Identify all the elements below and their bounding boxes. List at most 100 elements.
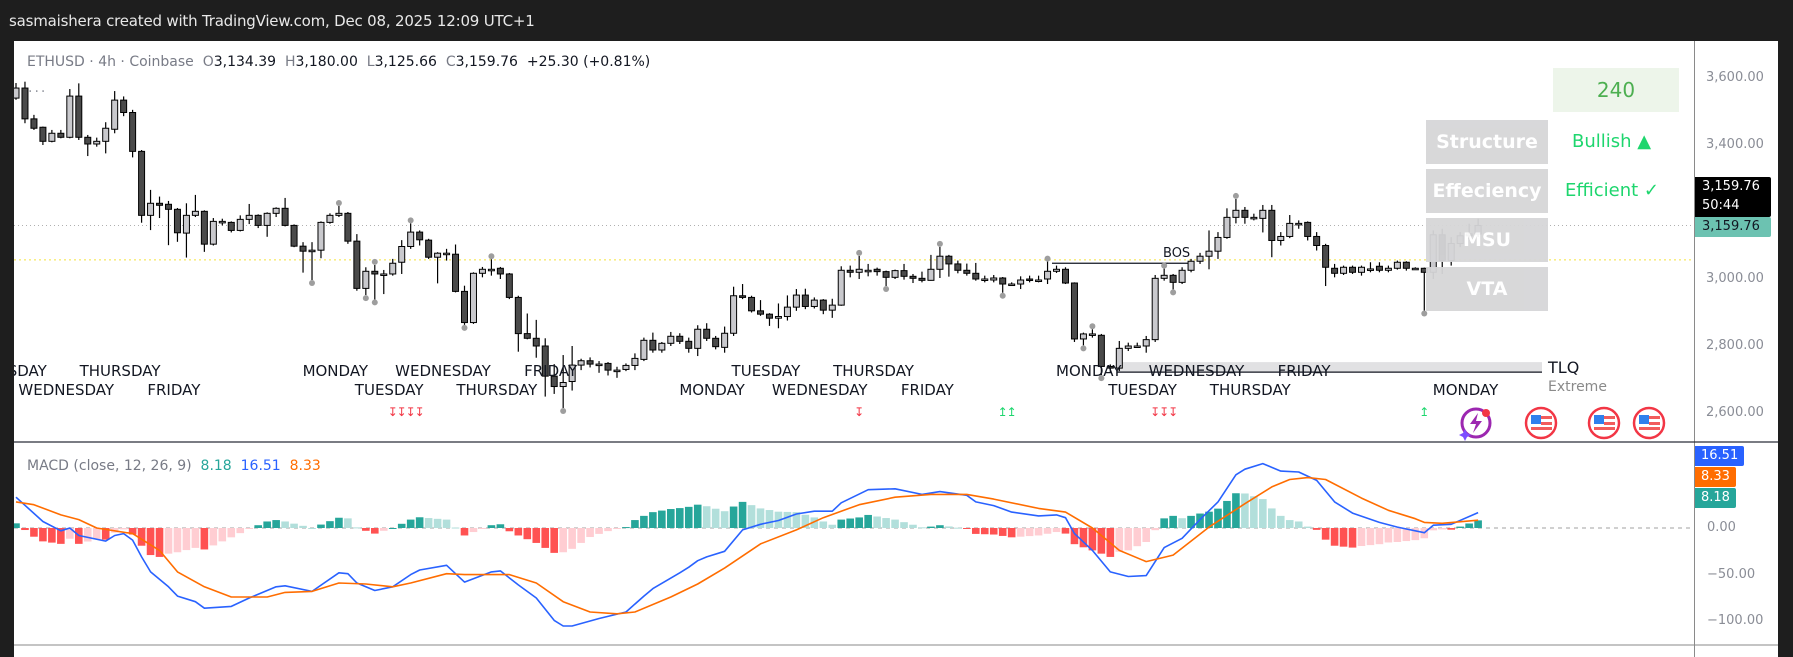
macd-title[interactable]: MACD (close, 12, 26, 9) bbox=[27, 458, 192, 474]
candle bbox=[21, 81, 29, 124]
open-value: 3,134.39 bbox=[213, 54, 277, 70]
candle-body bbox=[783, 306, 791, 318]
candle bbox=[1286, 215, 1294, 239]
candle bbox=[218, 218, 226, 226]
candle-body bbox=[828, 304, 836, 311]
macd-histogram-bar bbox=[1429, 528, 1438, 531]
macd-histogram-bar bbox=[909, 524, 917, 528]
pivot-marker bbox=[362, 295, 369, 302]
us-flag-icon[interactable] bbox=[1524, 406, 1558, 440]
macd-histogram-bar bbox=[1034, 528, 1043, 536]
symbol-info[interactable]: ETHUSD · 4h · Coinbase bbox=[27, 54, 194, 70]
macd-histogram-bar bbox=[1079, 528, 1088, 548]
candle-body bbox=[667, 335, 675, 344]
candle-body bbox=[936, 255, 944, 270]
macd-histogram-bar bbox=[514, 528, 523, 536]
candle bbox=[173, 207, 181, 242]
legend-collapse-dots[interactable]: ··· bbox=[28, 84, 48, 100]
macd-histogram-bar bbox=[478, 528, 487, 529]
candle bbox=[1313, 232, 1321, 251]
macd-histogram-bar bbox=[66, 528, 74, 539]
candle-body bbox=[21, 87, 29, 120]
candle bbox=[443, 248, 451, 261]
macd-histogram-bar bbox=[128, 528, 137, 535]
macd-histogram-bar bbox=[1214, 508, 1222, 528]
candle bbox=[783, 295, 791, 321]
macd-histogram-bar bbox=[1456, 526, 1464, 528]
candle-body bbox=[774, 316, 782, 319]
sell-arrow-icon: ↧ bbox=[388, 405, 398, 419]
candle bbox=[254, 214, 262, 229]
candle-body bbox=[1304, 221, 1312, 237]
macd-histogram-bar bbox=[39, 528, 47, 542]
candle-body bbox=[290, 224, 298, 247]
macd-histogram-bar bbox=[693, 504, 702, 528]
macd-histogram-bar bbox=[855, 517, 863, 528]
candle-body bbox=[757, 310, 765, 315]
macd-histogram-bar bbox=[487, 525, 496, 528]
macd-histogram-bar bbox=[1205, 511, 1213, 528]
candle-body bbox=[604, 362, 612, 371]
macd-histogram-bar bbox=[146, 528, 155, 556]
macd-legend[interactable]: MACD (close, 12, 26, 9) 8.18 16.51 8.33 bbox=[27, 458, 321, 474]
candle-body bbox=[1411, 267, 1419, 271]
candle-body bbox=[882, 271, 890, 278]
pivot-marker bbox=[1089, 323, 1096, 330]
macd-histogram-bar bbox=[954, 527, 962, 529]
candle bbox=[667, 331, 675, 346]
macd-histogram-bar bbox=[218, 528, 227, 542]
price-pane[interactable]: TUESDAYWEDNESDAYTHURSDAYFRIDAYMONDAYTUES… bbox=[0, 81, 1694, 419]
extreme-label: Extreme bbox=[1548, 379, 1607, 395]
lightning-icon[interactable] bbox=[1458, 405, 1494, 441]
candle-body bbox=[84, 136, 92, 145]
candle bbox=[200, 210, 208, 252]
symbol-legend[interactable]: ETHUSD · 4h · Coinbase O3,134.39 H3,180.… bbox=[27, 54, 650, 70]
last-price-tag: 3,159.76 50:44 bbox=[1695, 177, 1771, 217]
candle-body bbox=[434, 252, 442, 258]
candle-body bbox=[1259, 209, 1267, 219]
macd-histogram-bar bbox=[918, 527, 926, 529]
macd-histogram-bar bbox=[1402, 528, 1411, 542]
macd-histogram-bar bbox=[344, 518, 352, 528]
candle-body bbox=[209, 220, 217, 245]
price-tick: 2,600.00 bbox=[1706, 405, 1764, 420]
candle bbox=[577, 358, 585, 371]
candle-body bbox=[685, 340, 693, 349]
candle-body bbox=[1232, 209, 1240, 218]
macd-histogram-bar bbox=[1268, 508, 1276, 528]
candle-body bbox=[730, 295, 738, 334]
candle-body bbox=[801, 294, 809, 307]
candle-body bbox=[317, 221, 325, 251]
macd-pane[interactable] bbox=[12, 462, 1694, 627]
macd-histogram-bar bbox=[1016, 528, 1025, 537]
price-line-tag: 3,159.76 bbox=[1695, 217, 1771, 237]
candle bbox=[550, 364, 558, 394]
macd-histogram-bar bbox=[945, 526, 953, 528]
candle bbox=[1008, 282, 1016, 287]
candle-body bbox=[407, 231, 415, 248]
macd-histogram-bar bbox=[963, 528, 971, 529]
macd-histogram-bar bbox=[980, 528, 989, 535]
candle bbox=[1044, 261, 1052, 285]
candle-body bbox=[75, 95, 83, 138]
us-flag-icon[interactable] bbox=[1587, 406, 1621, 440]
pivot-marker bbox=[335, 199, 342, 206]
macd-histogram-bar bbox=[119, 528, 128, 530]
structure-status: Bullish ▲ bbox=[1572, 131, 1652, 152]
candle-body bbox=[1008, 283, 1016, 287]
us-flag-icon[interactable] bbox=[1632, 406, 1666, 440]
candle-body bbox=[748, 296, 756, 312]
macd-histogram-bar bbox=[1088, 528, 1097, 551]
macd-histogram-bar bbox=[738, 501, 747, 528]
macd-histogram-bar bbox=[1312, 528, 1321, 530]
candle-body bbox=[48, 132, 56, 142]
candle bbox=[272, 207, 280, 218]
candle bbox=[129, 109, 137, 158]
sell-arrow-icon: ↧ bbox=[1168, 405, 1178, 419]
candle-body bbox=[1205, 250, 1213, 257]
candle-body bbox=[1277, 235, 1285, 241]
candle-body bbox=[1124, 345, 1132, 349]
candle bbox=[362, 267, 370, 296]
candle bbox=[891, 269, 899, 279]
